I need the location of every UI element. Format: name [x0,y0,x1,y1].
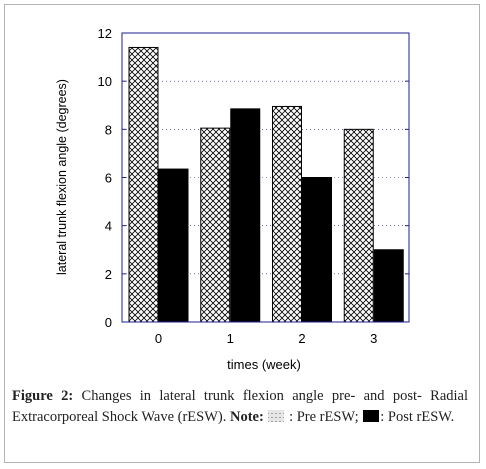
bar-pre-0 [128,46,159,323]
post-legend-swatch [363,410,380,422]
y-tick-label: 10 [98,74,112,89]
bar-pre-1 [200,127,231,323]
y-axis-label: lateral trunk flexion angle (degrees) [55,79,69,275]
pre-legend-swatch [268,410,285,422]
x-axis-ticks: 0 1 2 3 [155,331,377,346]
caption-label: Figure 2: [12,388,74,404]
bar-post-1 [230,108,261,323]
caption-note-label: Note: [230,409,264,425]
x-tick-label: 1 [227,331,234,346]
y-tick-label: 2 [105,267,112,282]
y-tick-label: 8 [105,122,112,137]
x-tick-label: 3 [370,331,377,346]
y-axis-ticks: 0 2 4 6 8 10 12 [98,26,409,330]
x-tick-label: 2 [298,331,305,346]
y-tick-label: 0 [105,315,112,330]
y-tick-label: 6 [105,171,112,186]
caption-pre-text: : Pre rESW; [289,409,359,425]
bar-pre-2 [272,105,302,323]
x-axis-label: times (week) [227,357,301,372]
bar-post-2 [302,177,332,323]
caption-text: Changes in lateral trunk flexion angle p… [12,388,469,425]
bar-post-3 [373,249,404,323]
caption-post-text: : Post rESW. [380,409,455,425]
y-tick-label: 4 [105,219,112,234]
x-tick-label: 0 [155,331,162,346]
bar-post-0 [158,168,189,323]
figure-caption: Figure 2: Changes in lateral trunk flexi… [12,386,468,428]
bar-pre-3 [343,128,374,323]
bars [128,46,404,323]
y-tick-label: 12 [98,26,112,41]
